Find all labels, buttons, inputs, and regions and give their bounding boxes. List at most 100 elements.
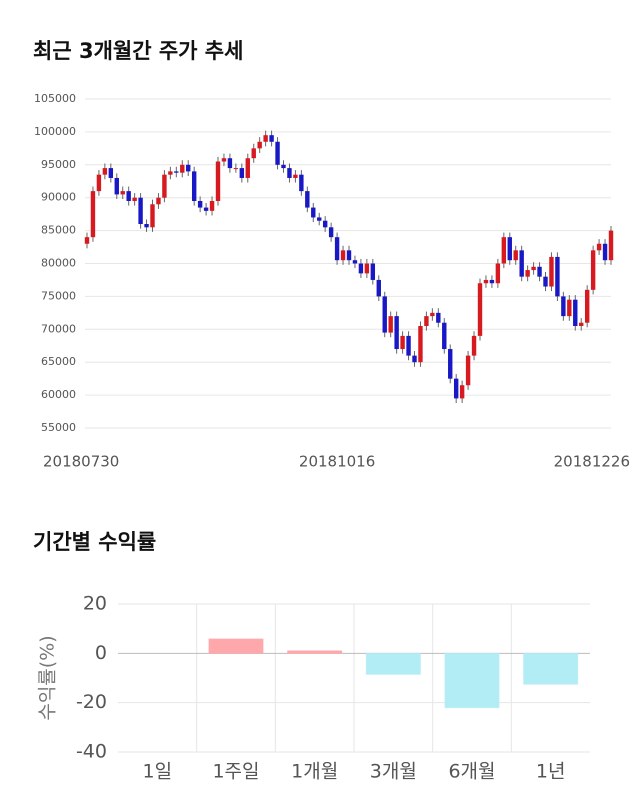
candle-body (471, 335, 477, 356)
y-tick-label: 100000 (34, 125, 76, 138)
candle-body (418, 326, 423, 363)
candle-body (144, 224, 149, 228)
candle-body (501, 237, 507, 264)
candle-body (84, 237, 90, 244)
candle-body (126, 191, 131, 201)
candle-body (579, 322, 584, 327)
bar (444, 652, 500, 709)
candle-body (197, 200, 203, 208)
candle-body (251, 148, 256, 159)
candle-body (346, 250, 352, 261)
candle-body (459, 385, 465, 399)
x-tick-label: 20180730 (43, 453, 119, 471)
candle-body (584, 289, 590, 323)
candle-body (334, 237, 340, 261)
bar (208, 638, 264, 654)
candle-body (317, 217, 322, 221)
candle-body (549, 256, 554, 287)
y-tick-label: 90000 (41, 191, 76, 204)
candle-body (513, 250, 518, 261)
y-tick-label: 75000 (41, 289, 76, 302)
candle-body (227, 158, 233, 169)
candle-body (400, 335, 405, 350)
candle-body (448, 349, 453, 379)
candle-body (495, 263, 501, 284)
candle-body (412, 355, 417, 363)
candle-body (293, 174, 298, 178)
candle-body (186, 164, 191, 172)
candle-body (382, 296, 387, 333)
candle-body (573, 299, 578, 327)
candle-body (602, 243, 608, 261)
candle-body (358, 263, 364, 274)
candle-body (281, 164, 286, 169)
candle-body (567, 299, 572, 317)
x-tick-label: 1주일 (212, 761, 259, 783)
candle-body (138, 197, 143, 225)
candle-body (180, 164, 185, 173)
candle-body (477, 283, 483, 336)
candle-body (465, 355, 471, 386)
candle-body (120, 191, 125, 195)
chart-title: 기간별 수익률 (33, 530, 156, 554)
candle-body (275, 141, 280, 165)
bar (523, 652, 579, 685)
candle-body (388, 316, 393, 333)
y-tick-label: 105000 (34, 92, 76, 105)
candle-body (257, 141, 262, 149)
candle-body (376, 279, 381, 297)
y-tick-label: 0 (95, 642, 107, 664)
candle-body (305, 191, 310, 208)
candle-body (364, 263, 370, 274)
x-tick-label: 1개월 (291, 761, 338, 783)
y-tick-label: 60000 (41, 388, 76, 401)
candle-body (174, 171, 179, 173)
candle-body (483, 279, 489, 284)
candle-body (102, 168, 108, 175)
candle-body (114, 177, 119, 195)
candle-body (311, 207, 316, 218)
y-tick-label: 20 (83, 593, 107, 615)
candle-body (215, 161, 221, 201)
y-tick-label: 85000 (41, 224, 76, 237)
y-tick-label: -40 (76, 741, 107, 763)
candle-body (590, 250, 596, 290)
candle-body (370, 263, 376, 280)
bar (287, 650, 343, 654)
candle-body (555, 256, 560, 297)
candle-body (191, 171, 197, 201)
candle-body (150, 204, 155, 228)
y-tick-label: 70000 (41, 322, 76, 335)
candle-body (269, 135, 274, 142)
candle-body (156, 197, 161, 205)
candle-body (168, 171, 173, 175)
candle-body (543, 276, 548, 287)
candle-body (561, 296, 566, 317)
y-tick-label: 55000 (41, 421, 76, 434)
candle-body (430, 312, 435, 317)
candle-body (608, 230, 614, 261)
x-tick-label: 6개월 (448, 761, 495, 783)
candle-body (507, 237, 512, 261)
candle-body (132, 197, 137, 201)
candle-body (424, 316, 429, 327)
y-tick-label: -20 (76, 691, 107, 713)
candle-body (596, 243, 602, 251)
candle-body (90, 191, 96, 238)
x-tick-label: 20181016 (299, 453, 375, 471)
candle-body (162, 174, 167, 198)
x-tick-label: 1년 (536, 761, 566, 783)
candle-body (519, 250, 524, 277)
candle-body (525, 270, 530, 277)
candle-body (489, 279, 495, 284)
candle-body (406, 335, 411, 356)
y-tick-label: 65000 (41, 355, 76, 368)
candle-body (394, 316, 399, 350)
candle-body (352, 260, 358, 264)
x-tick-label: 1일 (143, 761, 173, 783)
candle-body (322, 220, 328, 228)
candle-body (203, 207, 209, 211)
candle-body (299, 174, 304, 192)
chart-title: 최근 3개월간 주가 추세 (33, 39, 243, 63)
